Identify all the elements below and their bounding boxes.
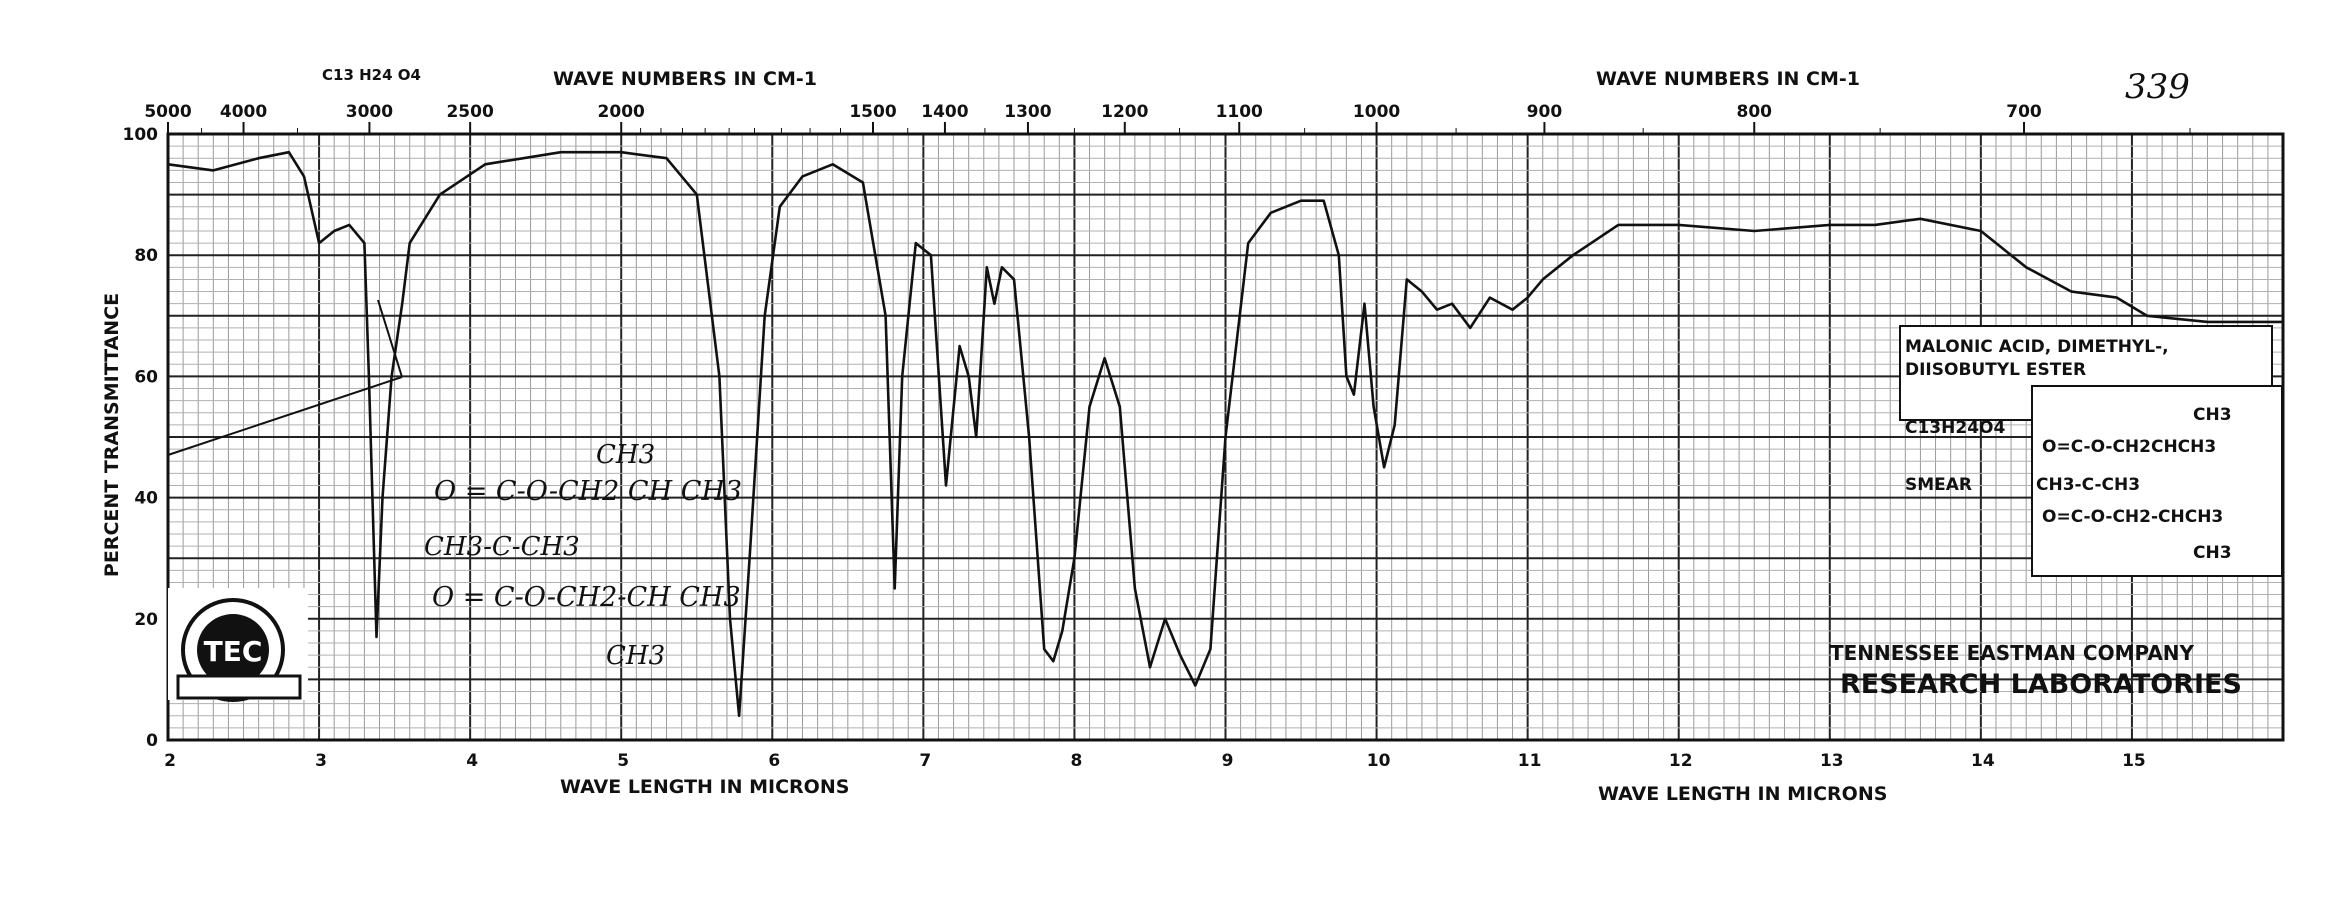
x-tick-label: 4 [466, 751, 478, 771]
top-tick-label: 2500 [446, 102, 493, 122]
y-tick-label: 80 [134, 246, 158, 266]
hw-line-4: O = C-O-CH2-CH CH3 [432, 582, 741, 613]
company-line-1: TENNESSEE EASTMAN COMPANY [1830, 641, 2195, 665]
y-axis-label: PERCENT TRANSMITTANCE [101, 293, 123, 577]
logo-text: TEC [204, 635, 263, 668]
compound-name-2: DIISOBUTYL ESTER [1905, 360, 2086, 380]
x-tick-label: 5 [617, 751, 629, 771]
x-tick-label: 9 [1222, 751, 1234, 771]
hw-line-5: CH3 [606, 641, 665, 671]
company-label: TENNESSEE EASTMAN COMPANY RESEARCH LABOR… [1830, 641, 2242, 700]
struct-line-2: O=C-O-CH2CHCH3 [2042, 437, 2216, 457]
top-tick-label: 4000 [220, 102, 267, 122]
top-tick-label: 1300 [1004, 102, 1051, 122]
hw-line-2: O = C-O-CH2 CH CH3 [434, 476, 742, 507]
x-tick-label: 10 [1367, 751, 1391, 771]
series-line-transmittance [167, 150, 2283, 718]
struct-line-3: CH3-C-CH3 [2036, 475, 2140, 495]
y-tick-label: 40 [134, 489, 158, 509]
y-tick-label: 0 [146, 731, 158, 751]
struct-line-5: CH3 [2193, 543, 2232, 563]
top-tick-label: 1400 [921, 102, 968, 122]
top-tick-label: 2000 [598, 102, 645, 122]
compound-formula: C13H24O4 [1905, 418, 2005, 438]
handwritten-sample-annotation [167, 299, 403, 456]
x-tick-label: 11 [1518, 751, 1542, 771]
x-tick-label: 7 [919, 751, 931, 771]
y-tick-label: 100 [123, 125, 159, 145]
axis-ticks: 2 3 4 5 6 7 8 9 10 11 12 13 14 15 0 20 40 60 80 100 5000 4000… [123, 102, 2191, 771]
x-axis-label-left: WAVE LENGTH IN MICRONS [560, 776, 849, 798]
top-tick-label: 3000 [346, 102, 393, 122]
transmittance-curve [167, 150, 2283, 718]
company-logo: TEC [168, 588, 308, 702]
x-tick-label: 3 [315, 751, 327, 771]
struct-line-1: CH3 [2193, 405, 2232, 425]
x-tick-label: 14 [1971, 751, 1995, 771]
formula-top: C13 H24 O4 [322, 66, 421, 84]
hw-line-1: CH3 [596, 440, 655, 470]
x-axis-label-right: WAVE LENGTH IN MICRONS [1598, 783, 1887, 805]
top-axis-label-left: WAVE NUMBERS IN CM-1 [553, 68, 817, 90]
top-tick-label: 700 [2006, 102, 2042, 122]
y-tick-label: 20 [134, 610, 158, 630]
top-tick-label: 800 [1737, 102, 1773, 122]
compound-info-box: MALONIC ACID, DIMETHYL-, DIISOBUTYL ESTE… [1899, 325, 2283, 577]
x-tick-label: 15 [2122, 751, 2146, 771]
page-number: 339 [2125, 67, 2190, 107]
top-tick-label: 1500 [849, 102, 896, 122]
x-tick-label: 8 [1071, 751, 1083, 771]
hw-line-3: CH3-C-CH3 [424, 532, 580, 562]
top-tick-label: 5000 [144, 102, 191, 122]
top-tick-label: 900 [1527, 102, 1563, 122]
handwritten-structure: CH3 O = C-O-CH2 CH CH3 CH3-C-CH3 O = C-O… [424, 440, 742, 671]
compound-phase: SMEAR [1905, 475, 1972, 495]
x-tick-label: 12 [1669, 751, 1693, 771]
top-tick-label: 1200 [1101, 102, 1148, 122]
y-tick-label: 60 [134, 367, 158, 387]
x-tick-label: 2 [164, 751, 176, 771]
compound-name-1: MALONIC ACID, DIMETHYL-, [1905, 337, 2169, 357]
top-tick-label: 1000 [1353, 102, 1400, 122]
top-tick-label: 1100 [1216, 102, 1263, 122]
top-axis-label-right: WAVE NUMBERS IN CM-1 [1596, 68, 1860, 90]
x-tick-label: 6 [768, 751, 780, 771]
grid [167, 133, 2284, 741]
struct-line-4: O=C-O-CH2-CHCH3 [2042, 507, 2223, 527]
x-tick-label: 13 [1820, 751, 1844, 771]
company-line-2: RESEARCH LABORATORIES [1840, 669, 2242, 700]
